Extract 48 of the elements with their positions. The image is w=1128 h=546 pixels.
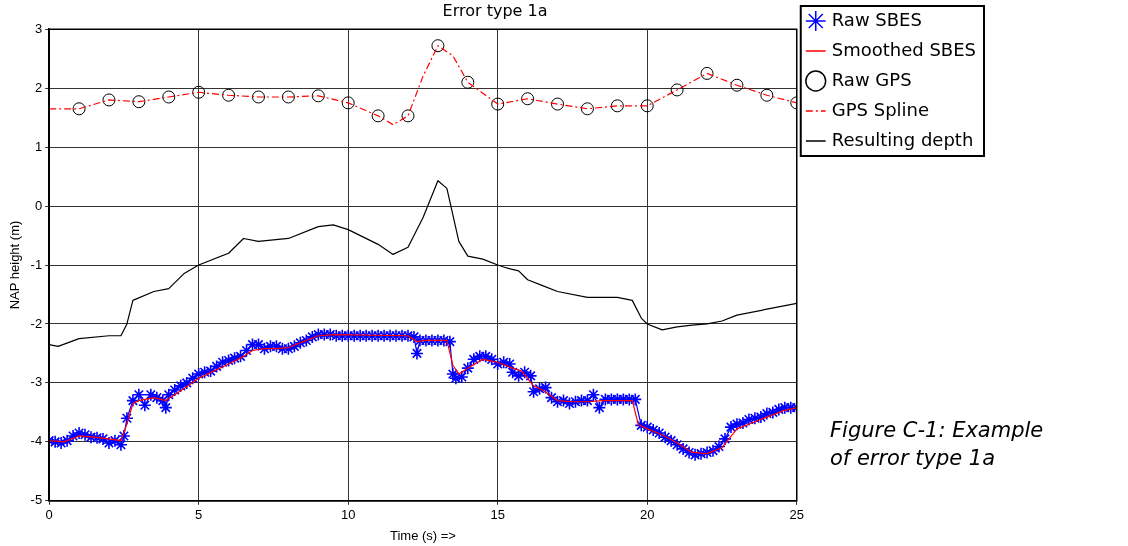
y-tick-label: -5 (30, 492, 43, 508)
legend-label: Resulting depth (831, 128, 974, 150)
y-tick-label: -4 (30, 433, 43, 449)
point (700, 66, 714, 80)
point (521, 92, 535, 106)
x-tick-label: 10 (340, 507, 356, 523)
y-tick-label: -3 (30, 374, 43, 390)
legend-label: Smoothed SBES (831, 38, 976, 60)
y-tick-label: -2 (30, 315, 43, 331)
point (192, 85, 206, 99)
point (371, 109, 385, 123)
point (551, 97, 565, 111)
y-tick-label: 2 (34, 79, 43, 95)
point (311, 89, 325, 103)
point (461, 75, 475, 89)
text: Figure C-1: Example of error type 1a (830, 417, 1045, 472)
point (640, 99, 654, 113)
point (341, 96, 355, 110)
x-tick-label: 15 (490, 507, 505, 523)
point (401, 109, 415, 123)
x-axis-title: Time (s) => (389, 527, 456, 543)
point (132, 95, 146, 109)
point (162, 90, 176, 104)
x-tick-label: 5 (195, 507, 203, 523)
point (730, 78, 744, 92)
point (251, 90, 265, 104)
point (72, 102, 86, 116)
point (102, 93, 116, 107)
x-tick-label: 25 (789, 507, 804, 523)
legend-label: Raw GPS (831, 68, 912, 90)
y-tick-label: 1 (34, 138, 43, 154)
legend-label: Raw SBES (831, 8, 922, 30)
point (491, 97, 505, 111)
point (281, 90, 295, 104)
y-axis-title: NAP height (m) (7, 220, 23, 310)
y-tick-label: 3 (34, 20, 43, 36)
chart-title: Error type 1a (442, 0, 548, 20)
point (580, 102, 594, 116)
point (431, 39, 445, 53)
point (610, 99, 624, 113)
y-tick-label: -1 (30, 256, 43, 272)
point (670, 83, 684, 97)
x-tick-label: 20 (640, 507, 655, 523)
legend-label: GPS Spline (831, 98, 930, 120)
point (222, 88, 236, 102)
point (760, 88, 774, 102)
y-tick-label: 0 (34, 197, 43, 213)
x-tick-label: 0 (45, 507, 53, 523)
